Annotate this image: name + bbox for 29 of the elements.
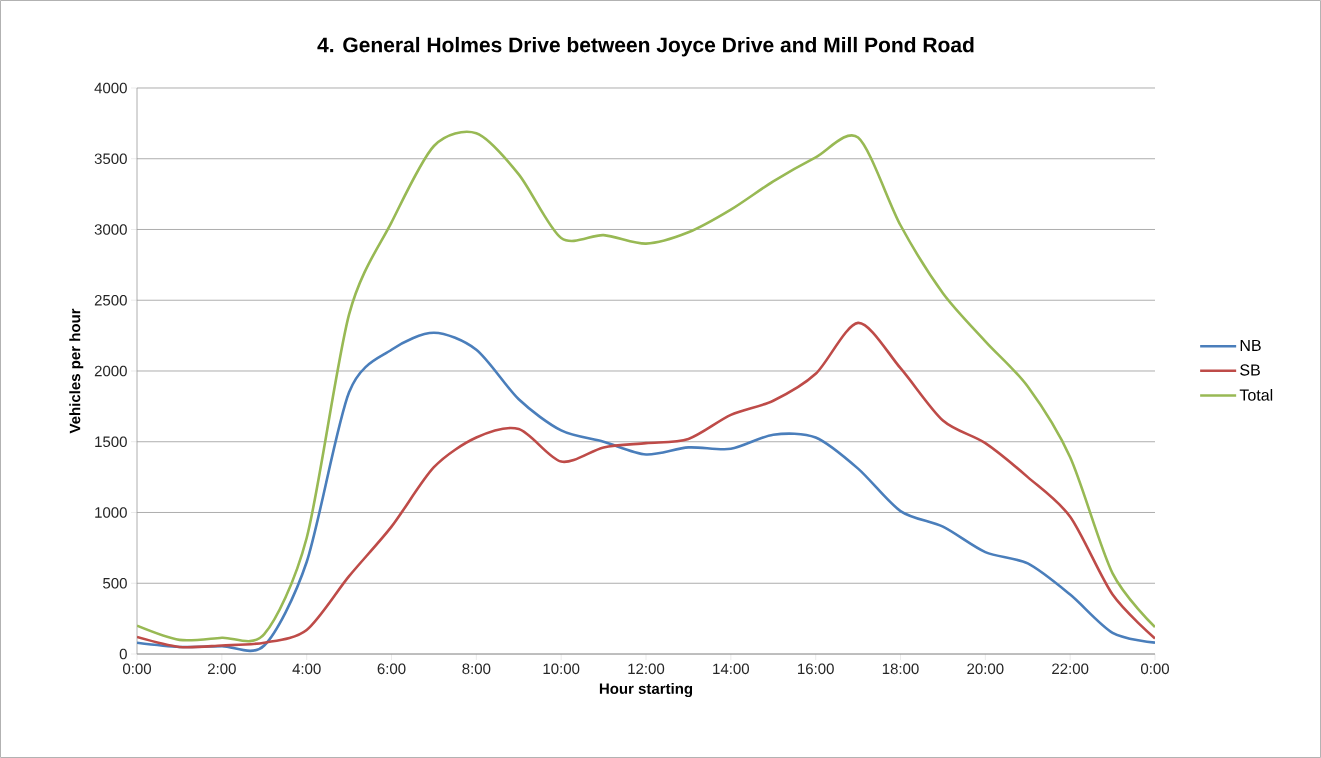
legend-label: NB [1240,339,1261,351]
x-tick-label: 16:00 [798,663,834,675]
legend-label: Total [1239,389,1273,401]
y-axis-title: Vehicles per hour [69,308,84,434]
y-tick-label: 1500 [95,436,127,448]
chart-title: 4. General Holmes Drive between Joyce Drive and Mill Pond Road [317,36,974,57]
x-tick-label: 6:00 [377,663,406,675]
x-tick-label: 20:00 [967,663,1004,675]
y-tick-label: 4000 [94,82,127,94]
y-tick-label: 3500 [94,153,127,165]
x-tick-label: 18:00 [882,663,919,675]
x-tick-label: 22:00 [1052,663,1089,675]
y-tick-label: 1000 [95,507,127,518]
x-tick-label: 14:00 [713,663,749,675]
x-tick-label: 10:00 [543,663,580,675]
y-tick-label: 500 [103,577,127,589]
x-tick-label: 12:00 [628,663,665,675]
x-tick-label: 8:00 [462,663,491,675]
y-tick-label: 2000 [94,365,127,377]
x-tick-label: 0:00 [123,663,151,675]
x-tick-label: 4:00 [292,663,321,675]
x-tick-label: 0:00 [1140,663,1169,675]
y-tick-label: 0 [119,648,127,660]
x-axis-title: Hour starting [599,682,693,698]
line-series [137,131,1155,643]
y-tick-label: 3000 [94,224,127,235]
legend-label: SB [1240,364,1260,376]
y-tick-label: 2500 [94,294,127,306]
x-tick-label: 2:00 [207,663,236,675]
